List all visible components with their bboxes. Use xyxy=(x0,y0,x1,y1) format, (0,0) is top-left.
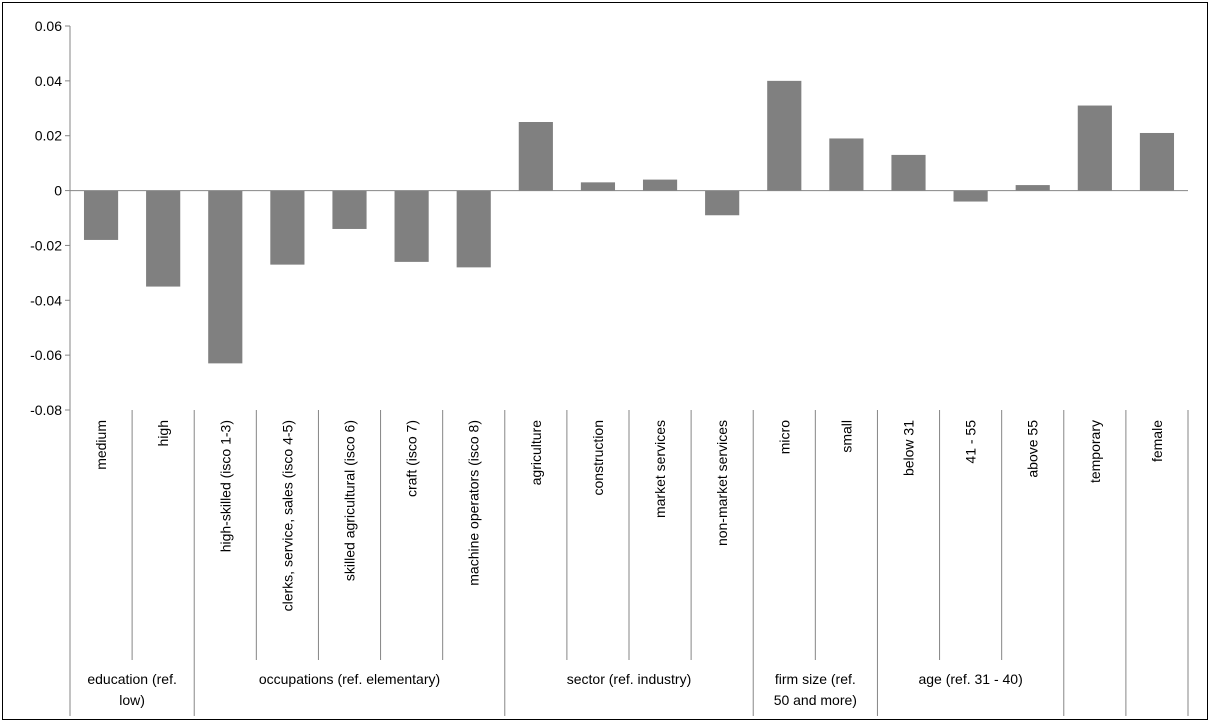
bar xyxy=(767,80,802,191)
bar xyxy=(394,190,429,262)
group-label: 50 and more) xyxy=(774,692,857,708)
y-tick-label: 0 xyxy=(54,183,62,199)
category-label: micro xyxy=(776,420,792,454)
group-labels: education (ref. low) occupations (ref. ele… xyxy=(87,671,1022,708)
y-tick-label: 0.02 xyxy=(35,128,62,144)
bar xyxy=(208,190,243,364)
bar xyxy=(953,190,988,202)
bar xyxy=(83,190,119,240)
group-label: occupations (ref. elementary) xyxy=(259,671,440,687)
bar xyxy=(270,190,305,265)
category-label: female xyxy=(1149,420,1165,462)
category-label: temporary xyxy=(1087,420,1103,483)
category-label: high xyxy=(155,420,171,446)
bar xyxy=(829,138,864,191)
category-label: machine operators (isco 8) xyxy=(466,420,482,586)
y-tick-label: -0.08 xyxy=(30,402,62,418)
group-label: low) xyxy=(119,692,145,708)
bar xyxy=(332,190,367,229)
group-label: sector (ref. industry) xyxy=(567,671,691,687)
category-labels: medium high high-skilled (isco 1-3) clerks,… xyxy=(93,420,1165,612)
category-label: clerks, service, sales (isco 4-5) xyxy=(279,420,295,611)
group-label: firm size (ref. xyxy=(775,671,856,687)
bar xyxy=(1077,105,1112,191)
y-tick-label: -0.04 xyxy=(30,292,62,308)
category-label: above 55 xyxy=(1025,420,1041,478)
group-label: education (ref. xyxy=(87,671,177,687)
group-label: age (ref. 31 - 40) xyxy=(918,671,1022,687)
category-label: 41 - 55 xyxy=(963,420,979,464)
bar xyxy=(891,154,926,191)
bar xyxy=(146,190,181,287)
category-label: non-market services xyxy=(714,420,730,546)
bars-layer xyxy=(83,80,1175,364)
bar xyxy=(1015,185,1050,191)
bar xyxy=(705,190,740,216)
category-label: high-skilled (isco 1-3) xyxy=(217,420,233,552)
y-tick-label: 0.06 xyxy=(35,18,62,34)
y-tick-label: -0.06 xyxy=(30,347,62,363)
bar xyxy=(1139,132,1175,191)
bar xyxy=(642,179,678,191)
y-tick-labels: 0.06 0.04 0.02 0 -0.02 -0.04 -0.06 -0.08 xyxy=(30,18,62,418)
category-label: small xyxy=(838,420,854,453)
bar xyxy=(456,190,491,268)
axes-layer xyxy=(65,25,1189,716)
category-label: medium xyxy=(93,420,109,470)
category-label: skilled agricultural (isco 6) xyxy=(342,420,358,581)
category-label: agriculture xyxy=(528,420,544,486)
category-label: below 31 xyxy=(901,420,917,476)
category-label: construction xyxy=(590,420,606,495)
y-tick-label: -0.02 xyxy=(30,237,62,253)
category-label: market services xyxy=(652,420,668,518)
category-label: craft (isco 7) xyxy=(404,420,420,497)
y-tick-label: 0.04 xyxy=(35,73,62,89)
bar xyxy=(518,122,553,191)
bar xyxy=(580,182,616,191)
